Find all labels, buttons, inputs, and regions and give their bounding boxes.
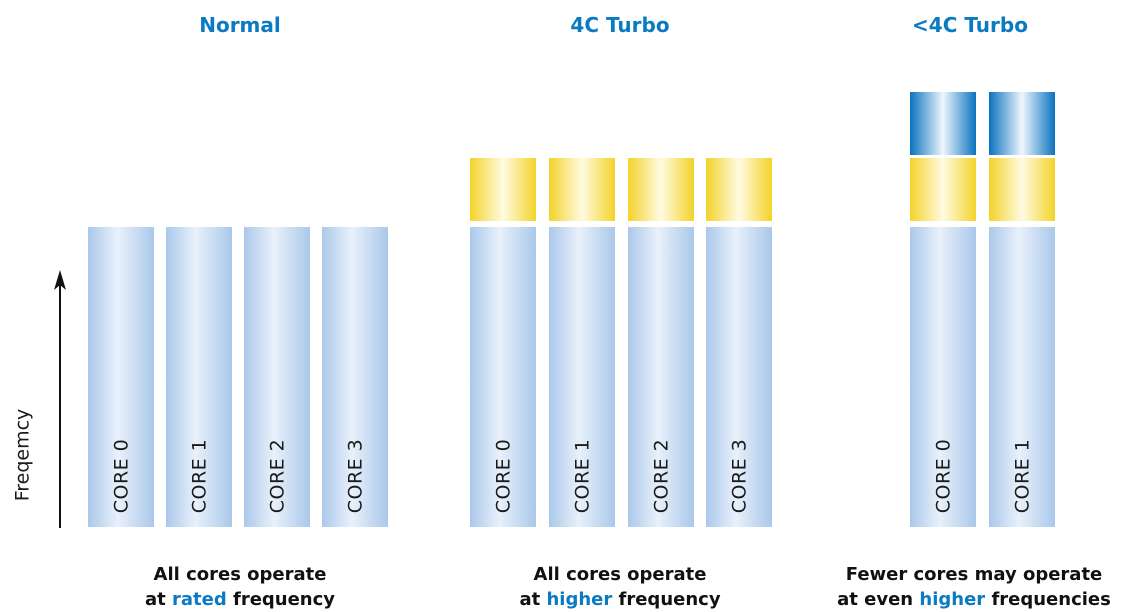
core-label: CORE 1 — [1011, 438, 1033, 514]
core-label: CORE 0 — [110, 438, 132, 514]
core-turbo-segment — [910, 158, 976, 221]
core-base-segment — [322, 227, 388, 527]
core-base-segment — [989, 227, 1055, 527]
frequency-axis-arrow — [54, 270, 66, 528]
core-base-segment — [88, 227, 154, 527]
caption-highlight: rated — [171, 589, 227, 610]
caption-4c-turbo: All cores operate at higher frequency — [519, 564, 721, 610]
core-label: CORE 2 — [650, 438, 672, 514]
core-base-segment — [470, 227, 536, 527]
core-turbo-segment — [470, 158, 536, 221]
less-4c-turbo-core-0: CORE 0 — [910, 92, 976, 527]
core-base-segment — [706, 227, 772, 527]
4c-turbo-core-3: CORE 3 — [706, 158, 772, 527]
core-label: CORE 0 — [932, 438, 954, 514]
core-base-segment — [910, 227, 976, 527]
core-base-segment — [166, 227, 232, 527]
caption-less-than-4c-turbo: Fewer cores may operate at even higher f… — [837, 564, 1111, 610]
core-label: CORE 1 — [188, 438, 210, 514]
normal-core-0: CORE 0 — [88, 227, 154, 527]
caption-highlight: higher — [919, 589, 986, 610]
core-label: CORE 1 — [571, 438, 593, 514]
4c-turbo-core-0: CORE 0 — [470, 158, 536, 527]
core-base-segment — [244, 227, 310, 527]
group-title-normal: Normal — [199, 13, 281, 37]
normal-core-3: CORE 3 — [322, 227, 388, 527]
core-label: CORE 2 — [266, 438, 288, 514]
4c-turbo-core-1: CORE 1 — [549, 158, 615, 527]
normal-core-1: CORE 1 — [166, 227, 232, 527]
less-4c-turbo-core-1: CORE 1 — [989, 92, 1055, 527]
core-turbo2-segment — [989, 92, 1055, 155]
group-title-less-than-4c-turbo: <4C Turbo — [912, 13, 1028, 37]
caption-normal: All cores operate at rated frequency — [144, 564, 336, 610]
core-turbo-segment — [549, 158, 615, 221]
normal-core-2: CORE 2 — [244, 227, 310, 527]
caption-highlight: higher — [546, 589, 613, 610]
core-base-segment — [628, 227, 694, 527]
core-label: CORE 3 — [344, 438, 366, 514]
core-turbo-segment — [706, 158, 772, 221]
core-turbo-segment — [628, 158, 694, 221]
group-title-4c-turbo: 4C Turbo — [570, 13, 670, 37]
core-label: CORE 0 — [492, 438, 514, 514]
frequency-axis-label: Freqemcy — [11, 408, 33, 502]
4c-turbo-core-2: CORE 2 — [628, 158, 694, 527]
core-turbo-segment — [989, 158, 1055, 221]
core-turbo2-segment — [910, 92, 976, 155]
core-label: CORE 3 — [728, 438, 750, 514]
core-base-segment — [549, 227, 615, 527]
